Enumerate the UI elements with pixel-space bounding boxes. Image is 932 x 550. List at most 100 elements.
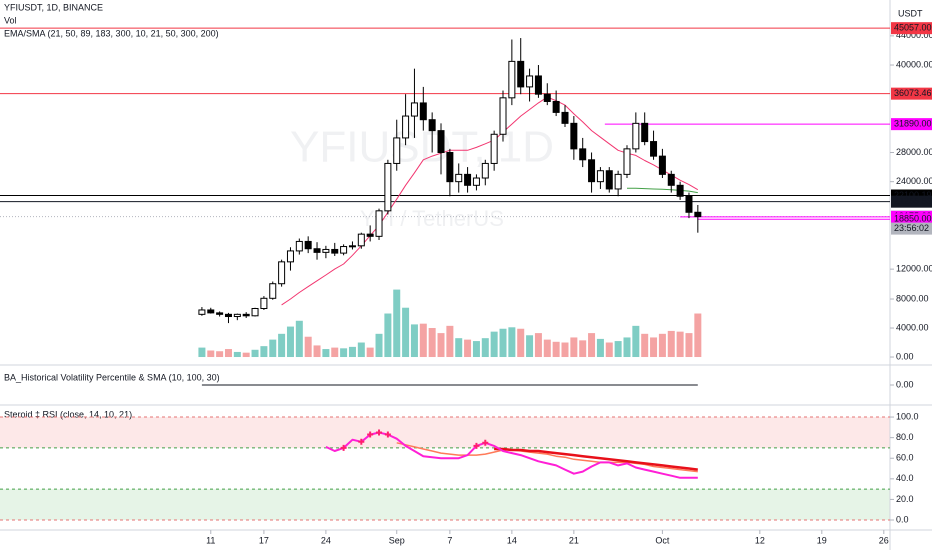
candle-body [198, 309, 206, 315]
volume-bar [517, 328, 525, 358]
candle-body [464, 173, 472, 186]
candle-body [375, 210, 383, 237]
rsi-signal [367, 431, 374, 438]
candle-body [207, 309, 215, 314]
candle-body [446, 152, 454, 183]
candle-body [588, 159, 596, 183]
candle-body [579, 148, 587, 161]
y-tick-label: 100.0 [896, 411, 919, 421]
candle-body [251, 308, 259, 317]
y-tick-label: 8000.00 [896, 293, 929, 303]
volume-bar [260, 346, 268, 358]
price-label: 36073.46 [894, 88, 932, 98]
x-tick-label: Oct [655, 535, 670, 545]
y-tick-label: 20.0 [896, 494, 914, 504]
y-tick-label: 0.0 [896, 514, 909, 524]
x-tick-label: Sep [389, 535, 405, 545]
candle-body [366, 233, 374, 237]
volume-label: Vol [4, 15, 17, 25]
price-label: 21255.53 [894, 196, 932, 206]
countdown-box [891, 222, 932, 235]
volume-bar [446, 325, 454, 358]
y-tick-label: 0.00 [896, 351, 914, 361]
volume-bar [410, 324, 418, 358]
candle-body [552, 100, 560, 113]
candle-body [632, 122, 640, 150]
volume-bar [322, 349, 330, 358]
candle-body [605, 170, 613, 190]
candle-body [685, 195, 693, 213]
volume-bar [534, 333, 542, 358]
candle-body [499, 97, 507, 135]
volume-bar [384, 313, 392, 358]
x-tick-label: 14 [507, 535, 517, 545]
candle-body [331, 248, 339, 254]
candle-body [233, 313, 241, 318]
volume-bar [508, 327, 516, 358]
y-tick-label: 24000.00 [896, 176, 932, 186]
y-tick-label: 28000.00 [896, 147, 932, 157]
x-tick-label: 7 [447, 535, 452, 545]
indicator-label: EMA/SMA (21, 50, 89, 183, 300, 10, 21, 5… [4, 28, 219, 38]
candle-body [419, 102, 427, 121]
volume-bar [605, 342, 613, 358]
candle-body [428, 119, 436, 132]
countdown: 23:56:02 [894, 223, 929, 233]
y-tick-label: 4000.00 [896, 322, 929, 332]
candle-body [667, 173, 675, 186]
candle-body [216, 312, 224, 315]
candle-body [313, 248, 321, 253]
volume-bar [570, 337, 578, 358]
volume-bar [472, 341, 480, 358]
volume-bar [313, 345, 321, 358]
volume-bar [676, 331, 684, 358]
candle-body [543, 93, 551, 102]
volume-bar [286, 326, 294, 358]
volume-bar [685, 333, 693, 358]
candle-body [561, 111, 569, 124]
candle-body [517, 60, 525, 88]
axis-unit: USDT [898, 8, 923, 18]
candle-body [260, 297, 268, 310]
volume-bar [295, 320, 303, 358]
watermark: YFIUSDT, 1D [290, 123, 554, 172]
x-tick-label: 11 [206, 535, 215, 545]
price-label-box [891, 22, 932, 35]
rsi-lower-zone [0, 489, 890, 521]
volume-bar [331, 347, 339, 358]
volume-bar [216, 351, 224, 358]
volume-bar [242, 352, 250, 358]
candle-body [658, 155, 666, 175]
candle-body [384, 162, 392, 212]
price-label: 45057.00 [894, 23, 932, 33]
volume-bar [526, 335, 534, 358]
price-label: 31890.00 [894, 119, 932, 129]
candle-body [322, 248, 330, 253]
rsi-title: Steroid ‡ RSI (close, 14, 10, 21) [4, 409, 132, 419]
volume-bar [650, 337, 658, 358]
candle-body [286, 250, 294, 263]
volume-bar [632, 325, 640, 358]
line [494, 447, 698, 471]
volume-bar [658, 333, 666, 358]
volume-bar [694, 313, 702, 358]
candle-body [694, 211, 702, 218]
candle-body [650, 141, 658, 157]
volume-bar [428, 328, 436, 358]
volume-bar [304, 336, 312, 358]
volume-bar [543, 339, 551, 358]
volume-bar [348, 346, 356, 358]
volume-bar [641, 333, 649, 358]
volume-bar [623, 337, 631, 358]
volume-bar [375, 333, 383, 358]
candle-body [526, 75, 534, 88]
candle-body [641, 122, 649, 143]
candle-body [623, 148, 631, 175]
candle-body [596, 170, 604, 183]
volume-bar [499, 328, 507, 358]
volume-bar [233, 351, 241, 358]
candle-body [437, 130, 445, 154]
volume-bar [402, 307, 410, 358]
candle-body [472, 177, 480, 186]
